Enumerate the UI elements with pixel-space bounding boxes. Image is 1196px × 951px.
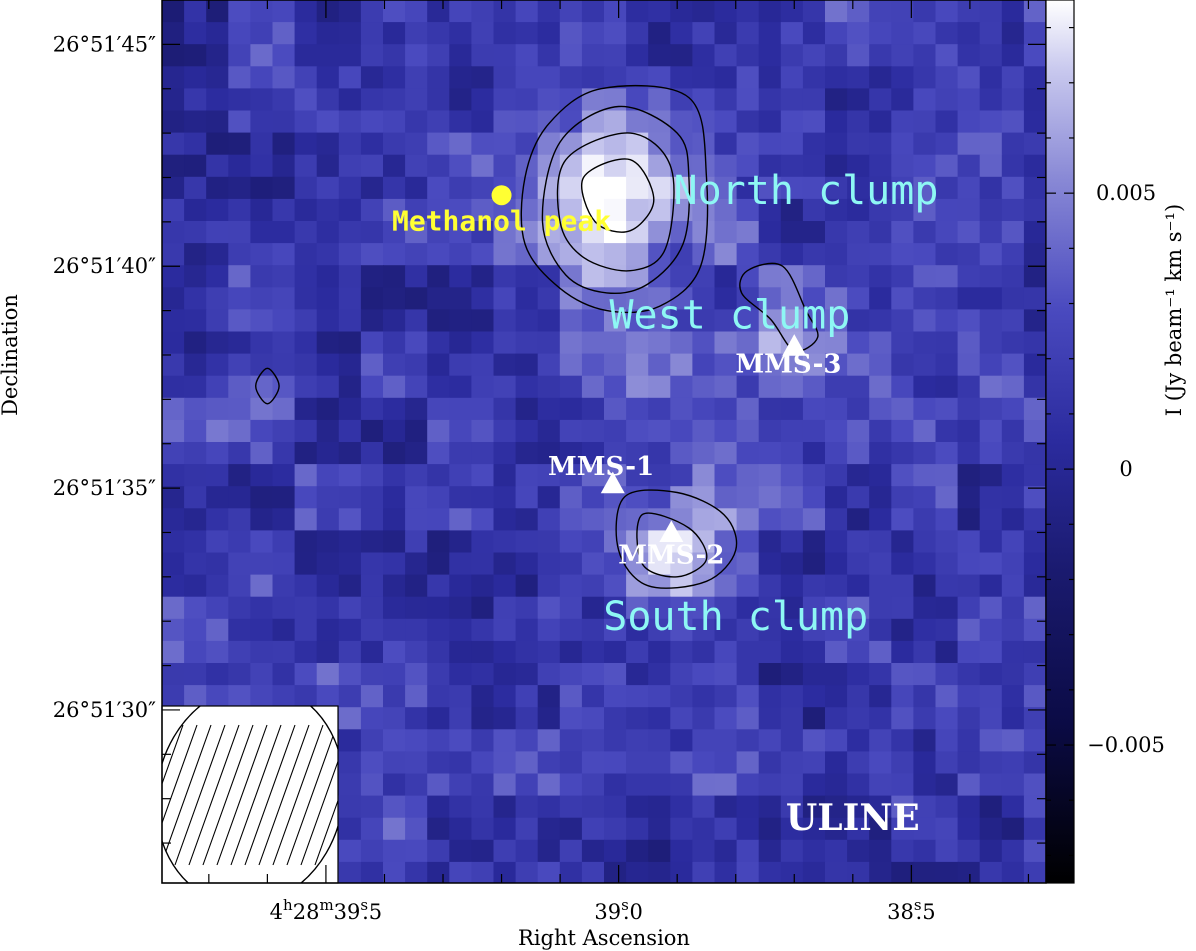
axis-ticks: 26°51′45″ 26°51′40″ 26°51′35″ 26°51′30″ 4h28…: [53, 0, 1046, 924]
contour-north-3: [541, 105, 691, 294]
colorbar-tick-label: −0.005: [1087, 733, 1165, 757]
contour-north-1: [581, 158, 655, 233]
colorbar: [1045, 0, 1075, 884]
dec-tick-label: 26°51′35″: [53, 476, 156, 500]
colorbar-ticks: 0.005 0 −0.005: [1046, 26, 1165, 857]
contour-north-2: [556, 132, 675, 272]
mms-3-marker: [782, 334, 807, 356]
ra-tick-label: 38s.5: [887, 896, 936, 924]
marker-layer: [491, 185, 807, 543]
annotation-west-clump: West clump: [609, 292, 850, 338]
x-axis-label: Right Ascension: [518, 926, 690, 950]
colorbar-label: I (Jy beam⁻¹ km s⁻¹): [1162, 204, 1186, 416]
annotation-mms-1: MMS-1: [548, 452, 654, 482]
dec-tick-label: 26°51′45″: [53, 32, 156, 56]
beam-inset: [161, 705, 339, 884]
colorbar-tick-label: 0.005: [1096, 181, 1156, 205]
colorbar-tick-label: 0: [1119, 457, 1132, 481]
dec-tick-label: 26°51′40″: [53, 254, 156, 278]
contour-west-1: [739, 262, 819, 352]
contour-north-4: [520, 84, 709, 314]
annotation-methanol-peak: Methanol peak: [392, 205, 611, 238]
ra-tick-label: 39s.0: [594, 896, 643, 924]
annotation-north-clump: North clump: [674, 168, 939, 214]
annotation-layer: North clump West clump South clump Methanol…: [392, 168, 938, 839]
annotation-uline: ULINE: [786, 797, 920, 839]
contour-south-1: [636, 512, 708, 578]
mms-1-marker: [600, 471, 625, 494]
annotation-south-clump: South clump: [603, 594, 868, 640]
annotation-mms-3: MMS-3: [735, 350, 841, 380]
contour-layer: [254, 84, 819, 589]
ra-tick-label: 4h28m39s.5: [270, 896, 383, 924]
annotation-mms-2: MMS-2: [618, 541, 724, 571]
methanol-peak-marker: [491, 185, 512, 206]
contour-south-2: [615, 489, 738, 589]
dec-tick-label: 26°51′30″: [53, 698, 156, 722]
mms-2-marker: [659, 520, 684, 543]
contour-small-1: [254, 367, 280, 405]
y-axis-label: Declination: [0, 294, 22, 416]
intensity-map: [162, 0, 1046, 883]
